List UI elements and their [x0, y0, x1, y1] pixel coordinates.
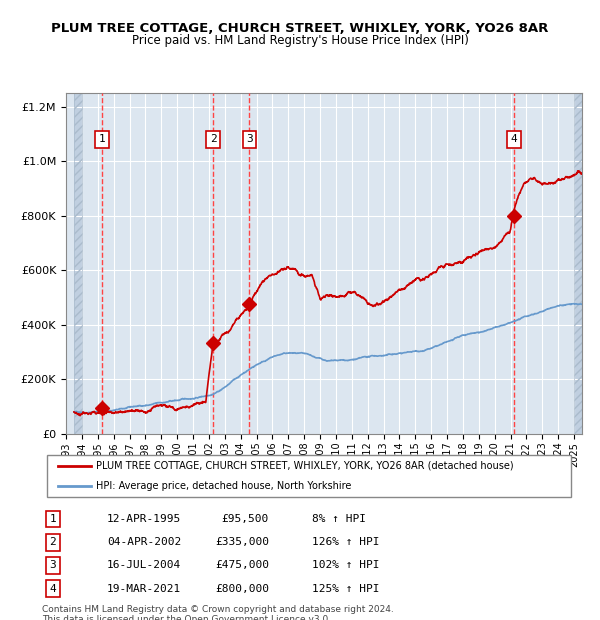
Text: 2: 2 [49, 537, 56, 547]
Text: PLUM TREE COTTAGE, CHURCH STREET, WHIXLEY, YORK, YO26 8AR (detached house): PLUM TREE COTTAGE, CHURCH STREET, WHIXLE… [96, 461, 514, 471]
Text: £475,000: £475,000 [215, 560, 269, 570]
Text: 1: 1 [49, 514, 56, 524]
Text: 4: 4 [49, 583, 56, 594]
Bar [74, 93, 82, 434]
Text: 126% ↑ HPI: 126% ↑ HPI [312, 537, 380, 547]
Text: £95,500: £95,500 [221, 514, 269, 524]
Text: 8% ↑ HPI: 8% ↑ HPI [312, 514, 366, 524]
Text: PLUM TREE COTTAGE, CHURCH STREET, WHIXLEY, YORK, YO26 8AR: PLUM TREE COTTAGE, CHURCH STREET, WHIXLE… [52, 22, 548, 35]
Text: 12-APR-1995: 12-APR-1995 [107, 514, 181, 524]
Text: 125% ↑ HPI: 125% ↑ HPI [312, 583, 380, 594]
Text: 1: 1 [99, 135, 106, 144]
Bar [574, 93, 582, 434]
Text: Price paid vs. HM Land Registry's House Price Index (HPI): Price paid vs. HM Land Registry's House … [131, 34, 469, 47]
Text: 102% ↑ HPI: 102% ↑ HPI [312, 560, 380, 570]
Bar [74, 93, 82, 434]
Bar [574, 93, 582, 434]
FancyBboxPatch shape [47, 455, 571, 497]
Text: 3: 3 [246, 135, 253, 144]
Text: Contains HM Land Registry data © Crown copyright and database right 2024.
This d: Contains HM Land Registry data © Crown c… [42, 604, 394, 620]
Text: £335,000: £335,000 [215, 537, 269, 547]
Text: 3: 3 [49, 560, 56, 570]
Text: 04-APR-2002: 04-APR-2002 [107, 537, 181, 547]
Text: £800,000: £800,000 [215, 583, 269, 594]
Text: 2: 2 [209, 135, 217, 144]
Text: HPI: Average price, detached house, North Yorkshire: HPI: Average price, detached house, Nort… [96, 481, 352, 491]
Text: 16-JUL-2004: 16-JUL-2004 [107, 560, 181, 570]
Text: 19-MAR-2021: 19-MAR-2021 [107, 583, 181, 594]
Text: 4: 4 [511, 135, 517, 144]
